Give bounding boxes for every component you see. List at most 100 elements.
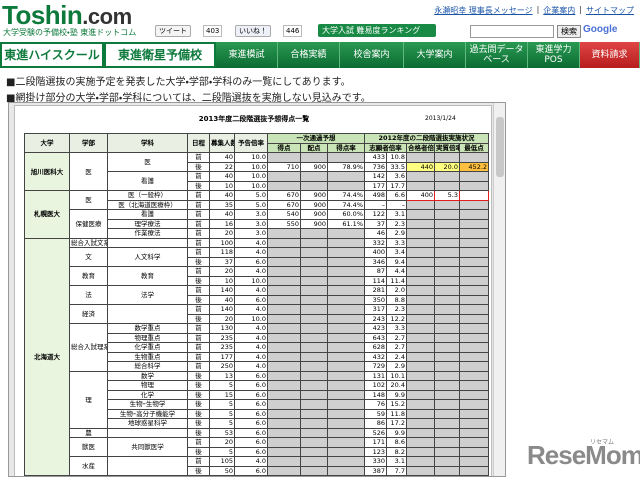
table-cell (267, 361, 301, 372)
table-cell (300, 427, 328, 438)
table-cell: 346 (364, 256, 387, 267)
table-row: 総合入試理系 数学重点前 130 4.0 423 3.3 (25, 323, 490, 372)
table-cell (327, 313, 365, 324)
table-cell: 2.7 (386, 332, 407, 343)
table-cell: 経済 (69, 304, 108, 324)
link[interactable]: サイトマップ (586, 6, 634, 15)
nav-item[interactable]: 東進衛星予備校 (104, 42, 216, 68)
table-cell: 旭川医科大 (24, 152, 70, 191)
table-cell: 4.4 (386, 266, 407, 277)
group-header: 2012年度の二段階選抜実施状況 (363, 133, 490, 144)
table-row: 保健医療 看護前 40 3.0 540 900 60.0% 122 3.1 (25, 209, 490, 239)
table-cell (327, 427, 365, 438)
header-cell: 学科 (107, 133, 188, 153)
table-cell (267, 285, 301, 296)
table-cell: 900 (300, 209, 328, 220)
header-cell: 配点 (300, 142, 328, 153)
table-cell: 433 (364, 152, 387, 163)
table-cell (406, 209, 435, 220)
nav-item[interactable]: 東進模試 (216, 42, 278, 68)
table-cell: 114 (364, 275, 387, 286)
table-row: 法法学前 140 4.0 281 2.0 (25, 285, 490, 305)
table-cell: 5 (209, 418, 235, 429)
table-cell: 後 (187, 399, 210, 410)
table-cell: 50 (209, 465, 235, 476)
link[interactable]: 永瀬昭幸 理事長メッセージ (434, 6, 533, 15)
header-cell: 学部 (69, 133, 108, 153)
table-cell: 20.4 (386, 380, 407, 391)
tweet-button[interactable]: ツイート (155, 25, 191, 37)
document-page: 2013年度二段階選抜予想得点一覧 2013/1/24 大学 学部 学科 日程 募集人数… (14, 105, 492, 476)
table-cell (300, 285, 328, 296)
table-cell (327, 237, 365, 248)
group-header: 一次通過予想 (267, 133, 365, 144)
table-cell: 6.0 (234, 380, 268, 391)
table-cell (327, 180, 365, 191)
table-cell: 6.0 (234, 256, 268, 267)
table-cell (327, 389, 365, 400)
header-cell: 実質倍率 (434, 142, 460, 153)
table-cell: 教育 (69, 266, 108, 286)
ranking-button[interactable]: 大学入試 難易度ランキング (318, 24, 436, 37)
logo[interactable]: Toshin.com (2, 0, 132, 31)
table-cell: 前 (187, 323, 210, 334)
table-cell (406, 294, 435, 305)
document-title: 2013年度二段階選抜予想得点一覧 (198, 115, 310, 123)
table-cell: 59 (364, 408, 387, 419)
table-cell: 3.0 (234, 228, 268, 239)
table-cell: 6.0 (234, 437, 268, 448)
table-cell (327, 332, 365, 343)
table-cell (300, 418, 328, 429)
table-cell (406, 418, 435, 429)
table-cell (434, 389, 460, 400)
table-row: 理学療法前 16 3.0 550 900 61.1% 37 2.3 (25, 218, 490, 229)
nav-bar: 東進ハイスクール 東進衛星予備校 東進模試 合格実績 校舎案内 大学案内 過去問データベース… (0, 42, 640, 68)
like-button[interactable]: いいね！ (235, 25, 271, 37)
table-cell: 387 (364, 465, 387, 476)
table-cell (327, 418, 365, 429)
nav-item[interactable]: 東進学力POS (528, 42, 580, 68)
table-cell: 前 (187, 456, 210, 467)
table-row: 文人文科学前 118 4.0 400 3.4 (25, 247, 490, 267)
sep: | (579, 5, 582, 14)
nav-item[interactable]: 資料請求 (580, 42, 640, 68)
table-cell: 243 (364, 313, 387, 324)
search-input[interactable] (470, 25, 554, 38)
table-cell: 5.3 (434, 190, 460, 201)
table-cell: 4.0 (234, 266, 268, 277)
table-cell: 432 (364, 351, 387, 362)
table-cell: 140 (209, 304, 235, 315)
table-cell (300, 456, 328, 467)
table-cell: 前 (187, 361, 210, 372)
table-row: 北海道大 総合入試文系前 100 4.0 332 3.3 (24, 237, 490, 476)
table-cell (406, 465, 435, 476)
nav-item[interactable]: 校舎案内 (340, 42, 404, 68)
table-cell (458, 180, 490, 191)
nav-item[interactable]: 東進ハイスクール (0, 42, 104, 68)
table-cell (406, 427, 435, 438)
table-cell (406, 313, 435, 324)
search-button[interactable]: 検索 (557, 25, 581, 38)
table-cell: 498 (364, 190, 387, 201)
table-cell: 札幌医大 (24, 190, 70, 239)
scrollbar[interactable] (493, 103, 505, 476)
table-cell: 4.0 (234, 342, 268, 353)
nav-item[interactable]: 合格実績 (278, 42, 340, 68)
table-cell (458, 437, 490, 448)
table-cell (327, 285, 365, 296)
table-cell (267, 266, 301, 277)
table-row: 後 40 6.0 350 8.8 (25, 294, 490, 305)
table-cell: 15 (209, 389, 235, 400)
table-cell: 後 (187, 161, 210, 172)
table-cell (327, 437, 365, 448)
link[interactable]: 企業案内 (543, 6, 576, 15)
nav-item[interactable]: 大学案内 (404, 42, 466, 68)
table-cell (458, 294, 490, 305)
table-cell: 17.7 (386, 180, 407, 191)
nav-item[interactable]: 過去問データベース (466, 42, 528, 68)
table-cell (434, 171, 460, 182)
scroll-thumb[interactable] (496, 117, 504, 177)
table-cell: 6.0 (234, 408, 268, 419)
table-cell: 保健医療 (69, 209, 108, 239)
table-cell: 5 (209, 446, 235, 457)
